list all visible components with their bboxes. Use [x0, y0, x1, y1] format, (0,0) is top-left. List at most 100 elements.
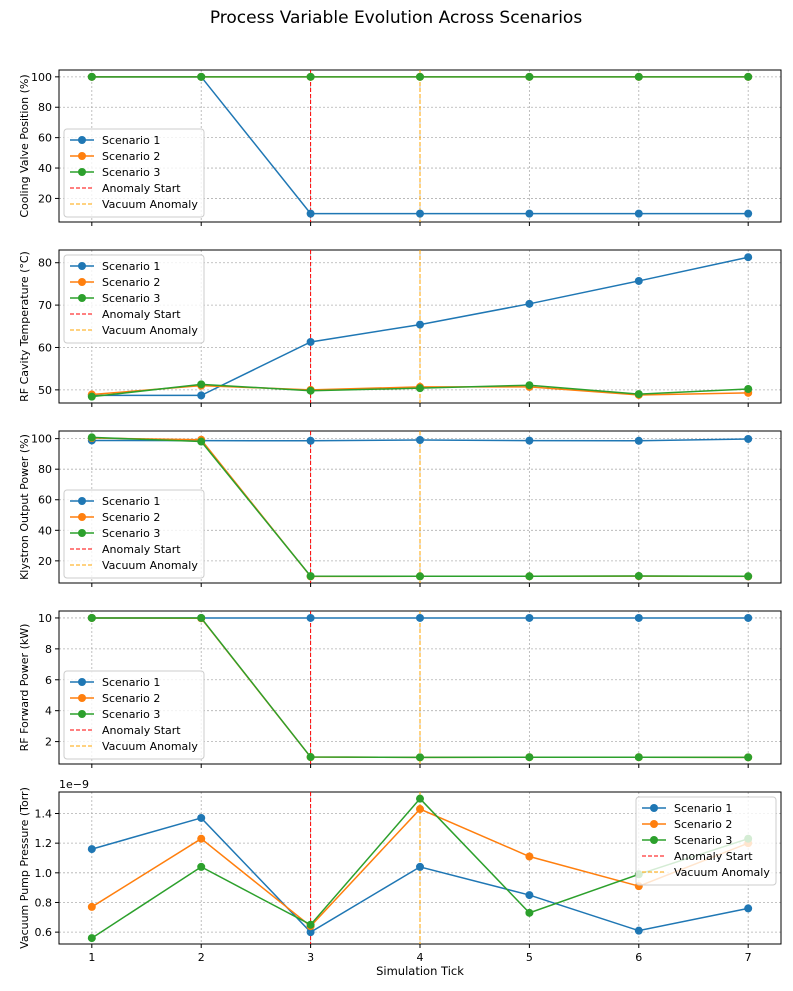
data-point-scenario-1	[306, 436, 315, 445]
y-tick-label: 20	[38, 192, 52, 205]
legend-handle-marker	[78, 678, 86, 686]
x-tick-label: 2	[198, 951, 205, 964]
data-point-scenario-1	[87, 845, 96, 854]
data-point-scenario-3	[87, 72, 96, 81]
y-tick-label: 8	[45, 643, 52, 656]
data-point-scenario-1	[416, 613, 424, 622]
y-tick-label: 60	[38, 494, 52, 507]
legend-label: Scenario 3	[102, 527, 160, 540]
legend-handle-marker	[78, 694, 86, 702]
data-point-scenario-3	[306, 386, 315, 395]
legend: Scenario 1 Scenario 2 Scenario 3 Anomaly St…	[63, 489, 205, 579]
data-point-scenario-2	[525, 852, 534, 861]
data-point-scenario-1	[634, 276, 643, 285]
y-tick-label: 1.0	[35, 867, 53, 880]
data-point-scenario-3	[197, 613, 206, 622]
data-point-scenario-3	[416, 72, 424, 81]
y-tick-label: 10	[38, 612, 52, 625]
legend-handle-marker	[650, 804, 658, 812]
data-point-scenario-1	[634, 209, 643, 218]
legend-label: Scenario 3	[674, 834, 732, 847]
y-tick-label: 60	[38, 341, 52, 354]
x-axis-label: Simulation Tick	[376, 964, 464, 978]
legend-label: Anomaly Start	[102, 724, 181, 737]
data-point-scenario-1	[306, 209, 315, 218]
data-point-scenario-3	[416, 753, 424, 762]
data-point-scenario-3	[744, 753, 753, 762]
data-point-scenario-1	[306, 613, 315, 622]
data-point-scenario-3	[744, 385, 753, 394]
data-point-scenario-3	[744, 72, 753, 81]
y-tick-label: 6	[45, 674, 52, 687]
legend-label: Anomaly Start	[674, 850, 753, 863]
legend-label: Scenario 1	[674, 802, 732, 815]
data-point-scenario-3	[634, 753, 643, 762]
legend-label: Scenario 2	[102, 276, 160, 289]
data-point-scenario-1	[525, 436, 534, 445]
data-point-scenario-3	[744, 572, 753, 581]
data-point-scenario-3	[306, 920, 315, 929]
y-tick-label: 1.2	[35, 837, 53, 850]
legend-handle-marker	[78, 278, 86, 286]
legend: Scenario 1 Scenario 2 Scenario 3 Anomaly St…	[635, 796, 777, 886]
data-point-scenario-1	[416, 320, 424, 329]
legend-label: Vacuum Anomaly	[102, 198, 198, 211]
legend-box	[635, 796, 777, 886]
y-tick-label: 20	[38, 555, 52, 568]
data-point-scenario-1	[416, 436, 424, 445]
data-point-scenario-3	[525, 753, 534, 762]
y-tick-label: 40	[38, 524, 52, 537]
data-point-scenario-1	[634, 613, 643, 622]
legend-box	[63, 489, 205, 579]
data-point-scenario-1	[744, 253, 753, 262]
legend-label: Vacuum Anomaly	[674, 866, 770, 879]
y-tick-label: 80	[38, 101, 52, 114]
legend-label: Anomaly Start	[102, 182, 181, 195]
y-offset-label: 1e−9	[59, 778, 89, 791]
legend-label: Scenario 2	[674, 818, 732, 831]
data-point-scenario-1	[634, 926, 643, 935]
y-axis-label: Vacuum Pump Pressure (Torr)	[18, 787, 31, 949]
data-point-scenario-1	[416, 209, 424, 218]
data-point-scenario-3	[87, 392, 96, 401]
figure-title: Process Variable Evolution Across Scenar…	[210, 8, 583, 28]
data-point-scenario-3	[634, 571, 643, 580]
legend-label: Scenario 1	[102, 260, 160, 273]
data-point-scenario-3	[525, 72, 534, 81]
legend-label: Scenario 2	[102, 511, 160, 524]
legend: Scenario 1 Scenario 2 Scenario 3 Anomaly St…	[63, 670, 205, 760]
data-point-scenario-1	[634, 436, 643, 445]
legend-handle-marker	[650, 820, 658, 828]
y-axis-label: RF Forward Power (kW)	[18, 624, 31, 752]
legend-label: Vacuum Anomaly	[102, 324, 198, 337]
data-point-scenario-3	[87, 934, 96, 943]
data-point-scenario-1	[306, 928, 315, 937]
data-point-scenario-3	[416, 384, 424, 393]
legend-box	[63, 254, 205, 344]
data-point-scenario-3	[525, 381, 534, 390]
data-point-scenario-3	[197, 862, 206, 871]
y-tick-label: 0.6	[35, 926, 53, 939]
legend-label: Scenario 1	[102, 495, 160, 508]
legend-handle-marker	[78, 262, 86, 270]
data-point-scenario-3	[306, 753, 315, 762]
data-point-scenario-1	[744, 209, 753, 218]
y-tick-label: 70	[38, 299, 52, 312]
data-point-scenario-3	[87, 613, 96, 622]
legend-label: Vacuum Anomaly	[102, 740, 198, 753]
x-tick-label: 5	[526, 951, 533, 964]
data-point-scenario-1	[744, 434, 753, 443]
legend-label: Scenario 1	[102, 676, 160, 689]
data-point-scenario-1	[197, 813, 206, 822]
data-point-scenario-1	[416, 862, 424, 871]
y-tick-label: 50	[38, 384, 52, 397]
y-axis-label: RF Cavity Temperature (°C)	[18, 251, 31, 402]
y-tick-label: 0.8	[35, 896, 53, 909]
data-point-scenario-3	[634, 72, 643, 81]
data-point-scenario-3	[197, 380, 206, 389]
